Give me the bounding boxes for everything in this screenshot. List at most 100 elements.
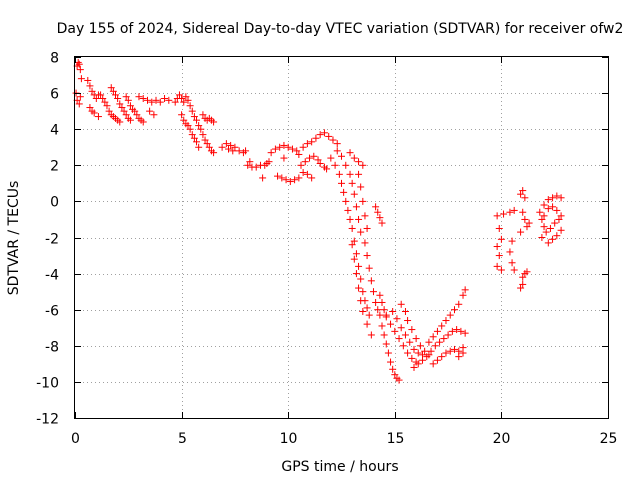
- y-tick-label: 6: [50, 87, 59, 103]
- data-point: [391, 371, 399, 379]
- data-point: [461, 329, 469, 337]
- data-point: [295, 174, 303, 182]
- data-point: [374, 306, 382, 314]
- data-point: [75, 100, 83, 108]
- x-tick-label: 5: [178, 431, 187, 447]
- data-point: [86, 104, 94, 112]
- data-point: [359, 197, 367, 205]
- x-tick-label: 10: [280, 431, 298, 447]
- data-point: [92, 95, 100, 103]
- data-point: [446, 311, 454, 319]
- data-point: [361, 239, 369, 247]
- data-point: [363, 304, 371, 312]
- data-point: [378, 298, 386, 306]
- data-point: [442, 317, 450, 325]
- data-point: [244, 161, 252, 169]
- y-tick-label: 2: [50, 159, 59, 175]
- data-point: [508, 259, 516, 267]
- data-point: [401, 308, 409, 316]
- data-point: [235, 147, 243, 155]
- data-point: [355, 262, 363, 270]
- data-point: [517, 228, 525, 236]
- data-point: [401, 331, 409, 339]
- data-point: [120, 107, 128, 115]
- data-point: [182, 93, 190, 101]
- y-tick-label: -2: [45, 232, 59, 248]
- x-tick-labels: 0 5 10 15 20 25: [71, 431, 617, 447]
- data-point: [350, 190, 358, 198]
- data-point: [544, 239, 552, 247]
- data-point: [327, 154, 335, 162]
- data-point: [423, 353, 431, 361]
- data-point: [389, 308, 397, 316]
- data-point: [180, 116, 188, 124]
- data-point: [510, 266, 518, 274]
- data-point: [178, 95, 186, 103]
- x-axis-title: GPS time / hours: [281, 459, 398, 475]
- data-point: [282, 176, 290, 184]
- data-point: [99, 95, 107, 103]
- data-point: [186, 102, 194, 110]
- data-point: [203, 140, 211, 148]
- data-point: [193, 116, 201, 124]
- data-point: [359, 308, 367, 316]
- data-point: [301, 158, 309, 166]
- data-point: [222, 140, 230, 148]
- x-tick-label: 25: [600, 431, 618, 447]
- data-point: [455, 300, 463, 308]
- data-point: [446, 347, 454, 355]
- data-point: [342, 161, 350, 169]
- data-point: [542, 228, 550, 236]
- data-point: [538, 215, 546, 223]
- data-point: [355, 284, 363, 292]
- data-point: [508, 237, 516, 245]
- data-point: [406, 338, 414, 346]
- x-tick-label: 15: [387, 431, 405, 447]
- data-point: [314, 156, 322, 164]
- data-point: [338, 179, 345, 187]
- data-point: [387, 358, 395, 366]
- data-point: [293, 147, 301, 155]
- data-point: [229, 147, 237, 155]
- data-point: [265, 158, 273, 166]
- data-point: [363, 320, 371, 328]
- data-point: [88, 87, 96, 95]
- data-point: [363, 252, 371, 260]
- data-point: [348, 241, 356, 249]
- data-point: [197, 125, 205, 133]
- data-point: [367, 277, 375, 285]
- data-point: [355, 158, 363, 166]
- data-point: [109, 87, 117, 95]
- data-point: [521, 215, 529, 223]
- data-point: [308, 138, 316, 146]
- data-point: [242, 147, 250, 155]
- data-point: [553, 232, 561, 240]
- data-point: [376, 214, 384, 222]
- data-point: [500, 210, 508, 218]
- chart-title: Day 155 of 2024, Sidereal Day-to-day VTE…: [57, 21, 624, 37]
- data-point: [310, 152, 318, 160]
- data-point: [84, 76, 92, 84]
- data-point: [308, 174, 316, 182]
- data-point: [497, 266, 505, 274]
- data-point: [448, 327, 456, 335]
- data-point: [391, 327, 399, 335]
- data-point: [135, 93, 143, 101]
- data-point: [175, 91, 183, 99]
- data-point: [295, 150, 303, 158]
- data-point: [363, 224, 371, 232]
- data-point: [382, 313, 390, 321]
- data-marks: [72, 58, 565, 384]
- data-point: [178, 111, 186, 119]
- data-point: [205, 143, 213, 151]
- data-point: [143, 96, 151, 104]
- data-point: [352, 250, 360, 258]
- data-point: [171, 98, 179, 106]
- data-point: [355, 170, 363, 178]
- data-point: [433, 356, 441, 364]
- data-point: [525, 219, 533, 227]
- data-point: [521, 194, 529, 202]
- data-point: [97, 91, 105, 99]
- data-point: [101, 98, 109, 106]
- data-point: [297, 161, 305, 169]
